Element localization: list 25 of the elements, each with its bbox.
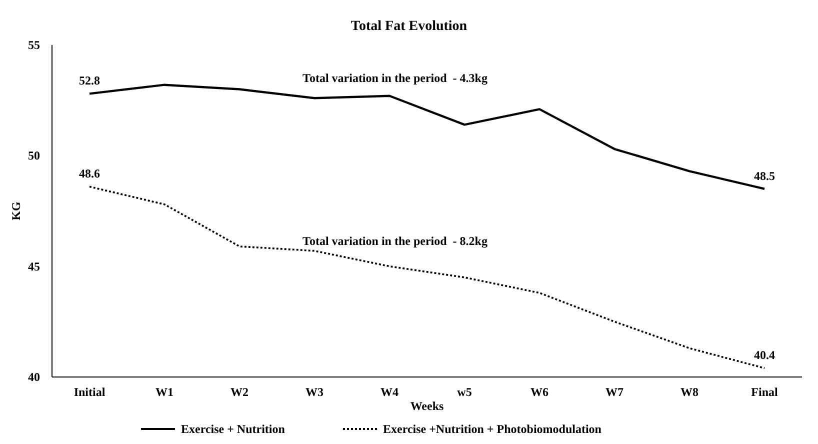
legend-label: Exercise +Nutrition + Photobiomodulation: [383, 422, 602, 436]
annotation: Total variation in the period - 4.3kg: [302, 71, 488, 85]
data-label: 48.6: [79, 166, 100, 181]
x-tick-label: W3: [306, 385, 324, 399]
annotation: Total variation in the period - 8.2kg: [302, 234, 488, 248]
x-tick-label: W4: [380, 385, 398, 399]
y-tick-label: 55: [28, 38, 40, 52]
data-label: 52.8: [79, 74, 100, 88]
x-tick-label: W1: [156, 385, 174, 399]
chart-title: Total Fat Evolution: [350, 19, 468, 34]
x-tick-label: W6: [530, 385, 548, 399]
y-tick-label: 40: [28, 370, 40, 384]
data-label: 40.4: [754, 348, 775, 362]
x-axis-title: Weeks: [410, 399, 444, 413]
x-tick-label: W2: [230, 385, 248, 399]
x-tick-label: W8: [680, 385, 698, 399]
data-label: 48.5: [754, 168, 775, 183]
x-tick-label: Final: [751, 385, 778, 399]
y-tick-label: 50: [28, 148, 40, 163]
y-tick-label: 45: [28, 259, 40, 274]
x-tick-label: Initial: [74, 385, 106, 399]
legend-label: Exercise + Nutrition: [181, 422, 286, 436]
x-tick-label: W7: [606, 385, 624, 399]
y-axis-title: KG: [9, 202, 23, 220]
x-tick-label: w5: [457, 385, 472, 399]
